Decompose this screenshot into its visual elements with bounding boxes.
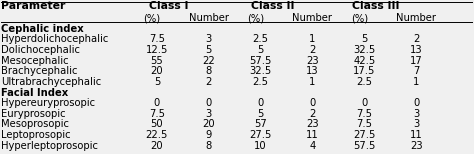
Text: 8: 8 (206, 141, 212, 151)
Text: 23: 23 (306, 119, 319, 129)
Text: 0: 0 (361, 98, 367, 108)
Text: Facial Index: Facial Index (1, 87, 69, 97)
Text: 5: 5 (257, 109, 264, 119)
Text: 12.5: 12.5 (146, 45, 168, 55)
Text: 20: 20 (151, 66, 163, 76)
Text: 0: 0 (413, 98, 419, 108)
Text: Class I: Class I (149, 1, 189, 11)
Text: 0: 0 (154, 98, 160, 108)
Text: (%): (%) (351, 13, 368, 23)
Text: Number: Number (189, 13, 229, 23)
Text: 4: 4 (309, 141, 316, 151)
Text: Ultrabrachycephalic: Ultrabrachycephalic (1, 77, 101, 87)
Text: 23: 23 (410, 141, 422, 151)
Text: 23: 23 (306, 56, 319, 66)
Text: Number: Number (396, 13, 436, 23)
Text: 2: 2 (309, 109, 316, 119)
Text: 3: 3 (413, 119, 419, 129)
Text: Class III: Class III (352, 1, 400, 11)
Text: 55: 55 (151, 56, 163, 66)
Text: 27.5: 27.5 (353, 130, 375, 140)
Text: 27.5: 27.5 (249, 130, 272, 140)
Text: 11: 11 (410, 130, 422, 140)
Text: 20: 20 (151, 141, 163, 151)
Text: 1: 1 (413, 77, 419, 87)
Text: Class II: Class II (251, 1, 294, 11)
Text: Euryprosopic: Euryprosopic (1, 109, 66, 119)
Text: 5: 5 (154, 77, 160, 87)
Text: 13: 13 (306, 66, 319, 76)
Text: 1: 1 (309, 34, 316, 44)
Text: Leptoprosopic: Leptoprosopic (1, 130, 71, 140)
Text: 20: 20 (202, 119, 215, 129)
Text: 57.5: 57.5 (249, 56, 272, 66)
Text: 2: 2 (413, 34, 419, 44)
Text: Parameter: Parameter (1, 1, 66, 11)
Text: 3: 3 (206, 109, 212, 119)
Text: 0: 0 (257, 98, 264, 108)
Text: 2: 2 (206, 77, 212, 87)
Text: 2.5: 2.5 (253, 34, 269, 44)
Text: 5: 5 (257, 45, 264, 55)
Text: (%): (%) (144, 13, 161, 23)
Text: Mesoprosopic: Mesoprosopic (1, 119, 69, 129)
Text: Hyperleptoprosopic: Hyperleptoprosopic (1, 141, 99, 151)
Text: 5: 5 (206, 45, 212, 55)
Text: 10: 10 (254, 141, 267, 151)
Text: 2.5: 2.5 (253, 77, 269, 87)
Text: 42.5: 42.5 (353, 56, 375, 66)
Text: 7.5: 7.5 (356, 109, 372, 119)
Text: 17: 17 (410, 56, 422, 66)
Text: Dolichocephalic: Dolichocephalic (1, 45, 81, 55)
Text: 2: 2 (309, 45, 316, 55)
Text: 7.5: 7.5 (149, 34, 165, 44)
Text: Hyperdolichocephalic: Hyperdolichocephalic (1, 34, 109, 44)
Text: 7.5: 7.5 (149, 109, 165, 119)
Text: 7.5: 7.5 (356, 119, 372, 129)
Text: Brachycephalic: Brachycephalic (1, 66, 78, 76)
Text: 13: 13 (410, 45, 422, 55)
Text: 5: 5 (361, 34, 367, 44)
Text: 50: 50 (151, 119, 163, 129)
Text: (%): (%) (247, 13, 264, 23)
Text: 8: 8 (206, 66, 212, 76)
Text: 22.5: 22.5 (146, 130, 168, 140)
Text: Mesocephalic: Mesocephalic (1, 56, 69, 66)
Text: 17.5: 17.5 (353, 66, 375, 76)
Text: 3: 3 (413, 109, 419, 119)
Text: 3: 3 (206, 34, 212, 44)
Text: 7: 7 (413, 66, 419, 76)
Text: 2.5: 2.5 (356, 77, 372, 87)
Text: Cephalic index: Cephalic index (1, 24, 84, 34)
Text: Hypereuryprosopic: Hypereuryprosopic (1, 98, 96, 108)
Text: 57: 57 (254, 119, 267, 129)
Text: 1: 1 (309, 77, 316, 87)
Text: 22: 22 (202, 56, 215, 66)
Text: 11: 11 (306, 130, 319, 140)
Text: 32.5: 32.5 (249, 66, 272, 76)
Text: 0: 0 (206, 98, 212, 108)
Text: Number: Number (292, 13, 332, 23)
Text: 9: 9 (206, 130, 212, 140)
Text: 0: 0 (309, 98, 316, 108)
Text: 32.5: 32.5 (353, 45, 375, 55)
Text: 57.5: 57.5 (353, 141, 375, 151)
